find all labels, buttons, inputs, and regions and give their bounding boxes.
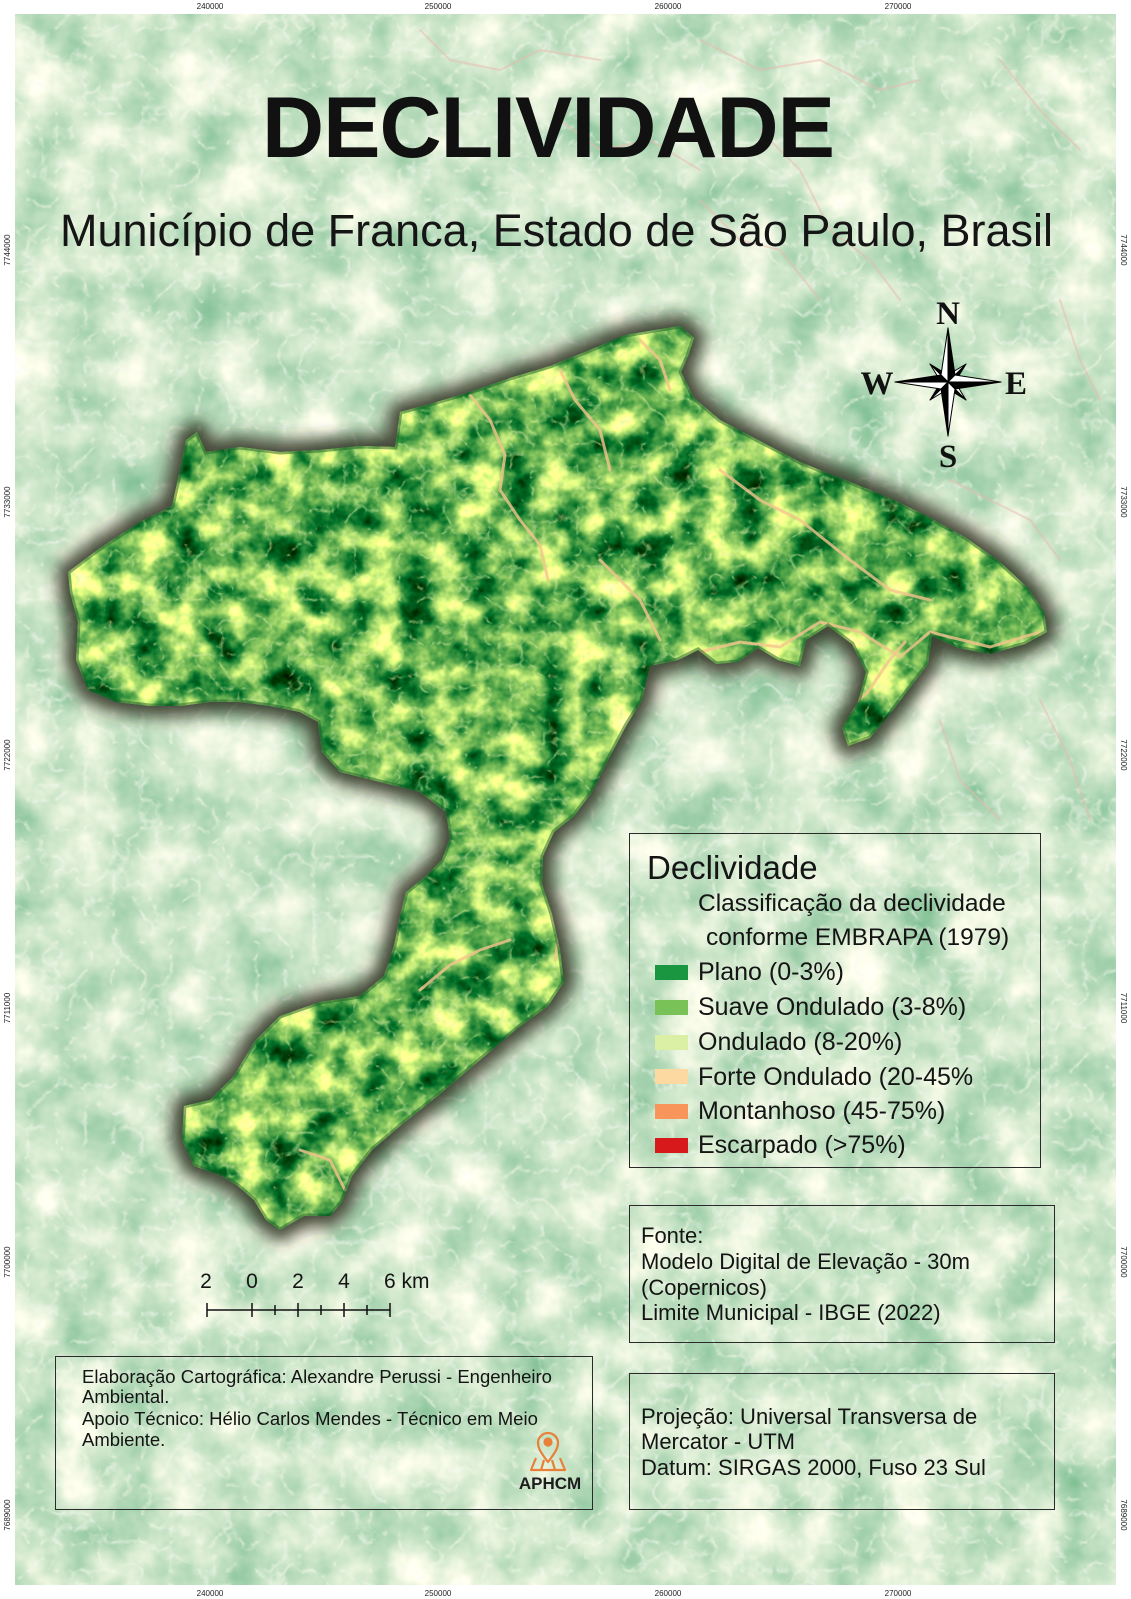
legend-item-label: Plano (0-3%) — [698, 958, 844, 986]
compass-north-label: N — [936, 296, 960, 332]
grid-label-y: 7733000 — [3, 486, 12, 518]
legend-swatch-suave-ondulado — [655, 1000, 688, 1015]
grid-label-y: 7689000 — [1119, 1499, 1128, 1531]
grid-labels: 240000 250000 260000 270000 240000 25000… — [3, 2, 1128, 1598]
grid-label-y: 7744000 — [1119, 234, 1128, 266]
legend-swatch-forte-ondulado — [655, 1069, 688, 1084]
ridge-lines — [298, 338, 1042, 1192]
logo-text: APHCM — [518, 1474, 582, 1493]
legend-swatch-montanhoso — [655, 1104, 688, 1119]
projection-line: Projeção: Universal Transversa de — [641, 1404, 978, 1429]
grid-label-y: 7744000 — [3, 234, 12, 266]
legend-item-label: Suave Ondulado (3-8%) — [698, 993, 967, 1021]
legend-item-label: Ondulado (8-20%) — [698, 1028, 903, 1056]
scale-bar-label: 4 — [338, 1270, 350, 1293]
legend-subtitle: Classificação da declividade — [698, 890, 1006, 917]
compass-east-label: E — [1005, 366, 1027, 402]
credits-line: Ambiente. — [82, 1429, 166, 1450]
compass-south-label: S — [939, 439, 957, 475]
grid-label-x: 240000 — [197, 1589, 224, 1598]
grid-label-x: 250000 — [425, 1589, 452, 1598]
legend-title: Declividade — [647, 849, 818, 886]
grid-label-x: 250000 — [425, 2, 452, 11]
legend-swatch-ondulado — [655, 1035, 688, 1050]
legend-item-label: Escarpado (>75%) — [698, 1131, 906, 1159]
legend-subtitle: conforme EMBRAPA (1979) — [706, 924, 1010, 951]
map-title: DECLIVIDADE — [262, 80, 835, 176]
scale-bar-label: 2 — [292, 1270, 304, 1293]
projection-line: Datum: SIRGAS 2000, Fuso 23 Sul — [641, 1455, 986, 1480]
credits-box — [55, 1356, 593, 1510]
grid-label-y: 7733000 — [1119, 486, 1128, 518]
source-box — [629, 1205, 1055, 1343]
grid-label-y: 7711000 — [3, 992, 12, 1023]
credits-line: Ambiental. — [82, 1386, 170, 1407]
legend-swatch-plano — [655, 965, 688, 980]
compass-west-label: W — [861, 366, 894, 402]
scale-bar — [206, 1303, 391, 1317]
background-ridge-lines — [419, 29, 1101, 821]
grid-label-y: 7722000 — [1119, 739, 1128, 771]
source-line: (Copernicos) — [641, 1275, 767, 1300]
source-line: Limite Municipal - IBGE (2022) — [641, 1300, 941, 1325]
legend-item-label: Forte Ondulado (20-45% — [698, 1063, 974, 1091]
grid-label-y: 7700000 — [1119, 1246, 1128, 1278]
legend-box — [629, 833, 1041, 1168]
grid-label-x: 260000 — [655, 2, 682, 11]
grid-label-y: 7700000 — [3, 1246, 12, 1278]
projection-line: Mercator - UTM — [641, 1429, 795, 1454]
source-line: Modelo Digital de Elevação - 30m — [641, 1249, 970, 1274]
map-subtitle: Município de Franca, Estado de São Paulo… — [60, 205, 1054, 256]
grid-label-y: 7689000 — [3, 1499, 12, 1531]
grid-label-y: 7711000 — [1119, 993, 1128, 1024]
scale-bar-label: 2 — [200, 1270, 212, 1293]
legend-swatch-escarpado — [655, 1138, 688, 1153]
grid-label-x: 270000 — [885, 1589, 912, 1598]
credits-line: Apoio Técnico: Hélio Carlos Mendes - Téc… — [82, 1408, 538, 1429]
source-line: Fonte: — [641, 1223, 704, 1248]
grid-label-x: 240000 — [197, 2, 224, 11]
grid-label-x: 260000 — [655, 1589, 682, 1598]
compass-rose-icon — [894, 327, 1002, 437]
grid-label-y: 7722000 — [3, 739, 12, 771]
location-pin-icon — [529, 1431, 567, 1472]
legend-item-label: Montanhoso (45-75%) — [698, 1097, 946, 1125]
scale-bar-label: 0 — [246, 1270, 258, 1293]
credits-line: Elaboração Cartográfica: Alexandre Perus… — [82, 1366, 552, 1387]
scale-bar-label: 6 km — [384, 1270, 430, 1293]
projection-box — [629, 1373, 1055, 1510]
grid-label-x: 270000 — [885, 2, 912, 11]
